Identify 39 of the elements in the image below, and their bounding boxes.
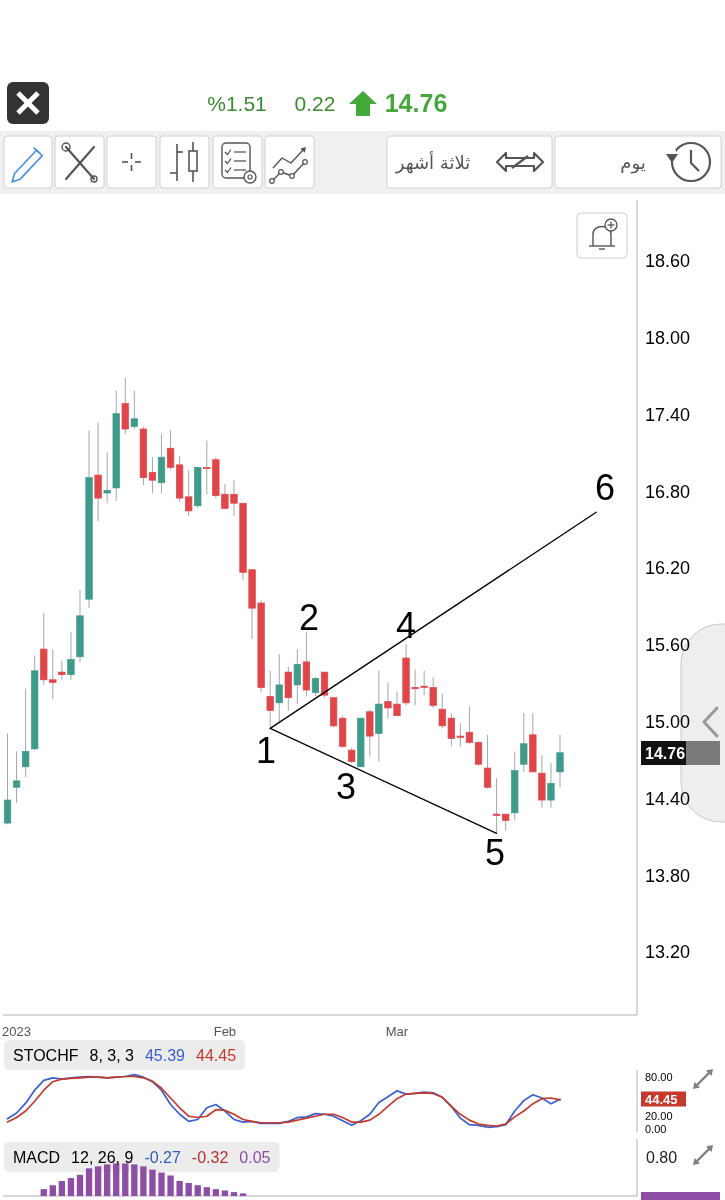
chart-title: MACD <box>13 1148 61 1166</box>
text: 14.76 <box>384 89 448 117</box>
series-label: 0.05 <box>239 1148 271 1166</box>
y-tick-label: 16.20 <box>645 558 691 579</box>
y-tick-label: 16.80 <box>645 481 691 502</box>
annotation: 5 <box>484 831 506 873</box>
text: %1.51 <box>207 91 267 115</box>
y-tick-label: 13.20 <box>645 942 691 963</box>
annotation: 2 <box>298 596 320 638</box>
legend-label: -0.32 <box>191 1148 229 1166</box>
x-tick-label: 2023 <box>2 1023 32 1039</box>
chart-subtitle: 12, 26, 9 <box>71 1148 134 1166</box>
annotation: 1 <box>255 729 277 771</box>
text: 44.45 <box>196 1046 237 1064</box>
text: 0.22 <box>294 91 336 115</box>
y-tick-label: 14.40 <box>645 788 691 809</box>
y-tick-label: 17.40 <box>645 404 691 425</box>
text: 14.76 <box>645 744 686 762</box>
chart-title: STOCHF <box>13 1046 79 1064</box>
y-tick-label: 80.00 <box>645 1070 673 1083</box>
annotation: 6 <box>594 466 616 508</box>
y-tick-label: 15.60 <box>645 635 691 656</box>
y-tick-label: 0.00 <box>645 1122 667 1135</box>
text: 0.80 <box>646 1148 678 1166</box>
annotation: 4 <box>395 604 417 646</box>
annotation: 3 <box>335 765 357 807</box>
series-label: 45.39 <box>144 1046 186 1064</box>
y-tick-label: 13.80 <box>645 865 691 886</box>
chart-subtitle: 8, 3, 3 <box>89 1046 135 1064</box>
y-tick-label: 20.00 <box>645 1109 673 1122</box>
text: يوم <box>620 151 646 174</box>
x-tick-label: Mar <box>385 1023 409 1039</box>
y-tick-label: 18.00 <box>645 328 691 349</box>
y-tick-label: 18.60 <box>645 251 691 272</box>
legend-label: -0.27 <box>144 1148 181 1166</box>
text: 44.45 <box>645 1091 678 1107</box>
text: ثلاثة أشهر <box>394 150 471 174</box>
x-tick-label: Feb <box>213 1023 237 1039</box>
y-tick-label: 15.00 <box>645 712 691 733</box>
